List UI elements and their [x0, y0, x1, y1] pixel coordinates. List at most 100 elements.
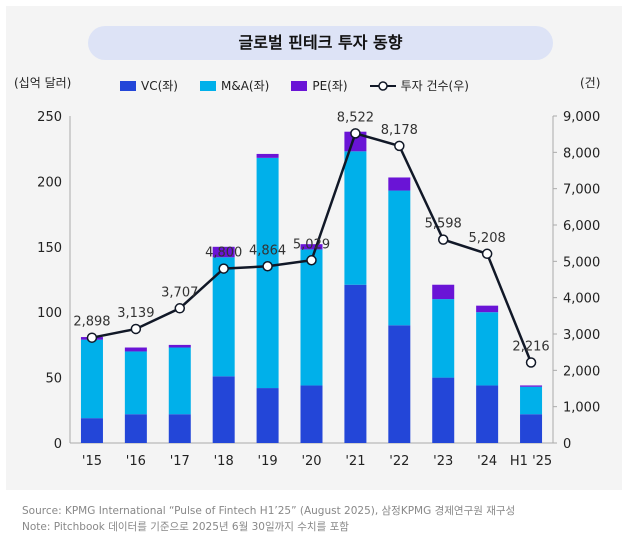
bar-ma	[388, 190, 411, 326]
x-tick-label: '17	[170, 454, 190, 469]
legend-pe: PE(좌)	[291, 77, 348, 94]
bar-pe	[432, 284, 455, 300]
legend-label: M&A(좌)	[221, 79, 270, 93]
legend-vc: VC(좌)	[120, 77, 178, 94]
bar-ma	[520, 386, 543, 415]
x-tick-label: '24	[477, 454, 497, 469]
legend-deals: 투자 건수(우)	[369, 77, 469, 94]
right-axis-label: (건)	[580, 76, 601, 90]
x-tick-label: H1 '25	[510, 454, 552, 469]
legend-label: VC(좌)	[141, 79, 178, 93]
x-tick-label: '22	[389, 454, 409, 469]
source-note: Source: KPMG International “Pulse of Fin…	[22, 505, 516, 517]
bar-vc	[256, 388, 279, 443]
left-tick-label: 250	[37, 110, 62, 125]
bar-pe	[300, 244, 323, 250]
right-tick-label: 2,000	[563, 364, 600, 379]
bar-vc	[388, 325, 411, 443]
deal-count-label: 2,216	[512, 339, 549, 354]
x-tick-label: '18	[214, 454, 234, 469]
bar-pe	[212, 246, 235, 258]
legend-swatch	[291, 80, 308, 91]
deal-count-point	[481, 248, 493, 260]
deal-count-point	[437, 234, 449, 245]
deal-count-point	[174, 303, 186, 314]
left-tick-label: 100	[37, 306, 62, 321]
deal-count-point	[86, 332, 98, 343]
bar-vc	[300, 385, 323, 443]
deal-count-point	[218, 263, 229, 274]
chart-title: 글로벌 핀테크 투자 동향	[88, 26, 553, 60]
bar-vc	[432, 377, 455, 443]
bar-vc	[344, 284, 367, 443]
right-tick-label: 7,000	[563, 183, 600, 198]
bar-vc	[212, 376, 235, 443]
legend-label: 투자 건수(우)	[400, 79, 469, 93]
legend-ma: M&A(좌)	[200, 77, 269, 94]
bar-pe	[256, 153, 279, 158]
legend-swatch	[120, 80, 136, 91]
right-tick-label: 6,000	[563, 219, 600, 234]
left-tick-label: 0	[54, 437, 62, 452]
legend-swatch	[200, 80, 216, 91]
x-tick-label: '21	[345, 454, 365, 469]
left-tick-label: 50	[45, 372, 62, 387]
deal-count-label: 5,208	[469, 231, 506, 246]
bar-vc	[124, 414, 147, 443]
bar-vc	[520, 414, 543, 443]
bar-vc	[476, 385, 499, 443]
right-tick-label: 1,000	[563, 401, 600, 416]
right-tick-label: 4,000	[563, 292, 600, 307]
footnote: Note: Pitchbook 데이터를 기준으로 2025년 6월 30일까지…	[22, 521, 349, 533]
right-tick-label: 9,000	[563, 110, 600, 125]
bar-vc	[80, 418, 103, 443]
x-tick-label: '16	[126, 454, 146, 469]
deal-count-point	[350, 128, 361, 139]
left-axis-label: (십억 달러)	[14, 76, 72, 90]
legend-line-marker	[369, 80, 396, 91]
left-tick-label: 200	[37, 175, 62, 190]
x-tick-label: '19	[258, 454, 278, 469]
bar-ma	[256, 157, 279, 389]
bar-ma	[168, 347, 191, 415]
deal-count-label: 5,029	[293, 237, 330, 252]
deal-count-point	[394, 140, 405, 152]
deal-count-label: 4,864	[249, 243, 286, 258]
deal-count-label: 4,800	[205, 246, 242, 261]
legend: VC(좌) M&A(좌) PE(좌) 투자 건수(우)	[120, 77, 469, 94]
bar-pe	[476, 305, 499, 313]
bar-ma	[476, 312, 499, 386]
x-tick-label: '15	[82, 454, 102, 469]
deal-count-label: 3,707	[161, 285, 198, 300]
deal-count-point	[525, 357, 537, 368]
right-tick-label: 3,000	[563, 328, 600, 343]
right-tick-label: 8,000	[563, 146, 600, 161]
deal-count-label: 8,178	[381, 123, 418, 138]
bar-ma	[344, 151, 367, 285]
left-tick-label: 150	[37, 241, 62, 256]
bar-ma	[300, 249, 323, 386]
bar-pe	[388, 177, 411, 191]
right-tick-label: 0	[563, 437, 571, 452]
bar-pe	[124, 347, 147, 352]
deal-count-label: 5,598	[425, 217, 462, 232]
deal-count-label: 3,139	[117, 306, 154, 321]
bar-pe	[168, 344, 191, 348]
x-tick-label: '20	[301, 454, 321, 469]
right-tick-label: 5,000	[563, 255, 600, 270]
bar-ma	[124, 351, 147, 415]
deal-count-point	[262, 261, 273, 272]
bar-pe	[520, 385, 543, 387]
bar-ma	[432, 299, 455, 378]
legend-label: PE(좌)	[312, 79, 348, 93]
deal-count-label: 8,522	[337, 110, 374, 125]
deal-count-point	[306, 255, 317, 266]
deal-count-point	[130, 323, 142, 335]
bar-ma	[212, 257, 235, 377]
bar-vc	[168, 414, 191, 443]
deal-count-label: 2,898	[73, 315, 110, 330]
x-tick-label: '23	[433, 454, 453, 469]
bar-ma	[80, 339, 103, 419]
